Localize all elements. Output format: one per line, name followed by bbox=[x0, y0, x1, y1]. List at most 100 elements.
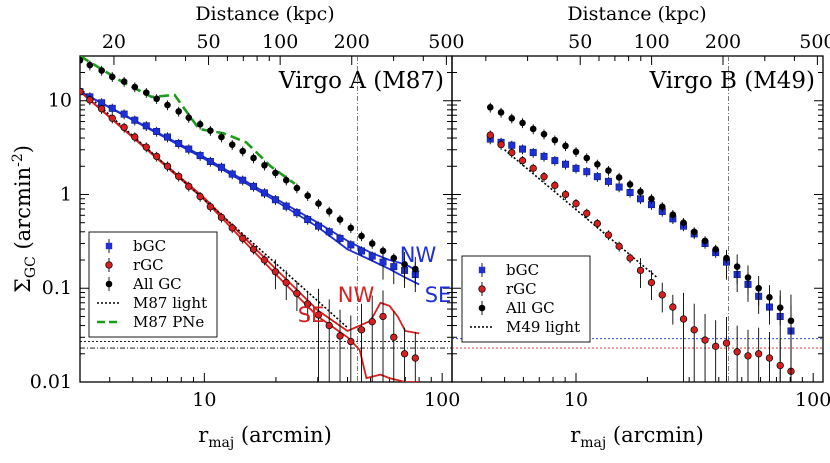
data-point bbox=[594, 160, 601, 168]
data-point bbox=[314, 311, 323, 319]
data-point bbox=[250, 182, 258, 190]
top-tick-label: 500 bbox=[799, 31, 830, 53]
x-axis-label-left: rmaj (arcmin) bbox=[198, 423, 332, 451]
top-axis-label-right: Distance (kpc) bbox=[567, 3, 706, 25]
data-point bbox=[626, 189, 634, 197]
data-point bbox=[529, 125, 537, 133]
data-point bbox=[163, 162, 172, 170]
data-point bbox=[379, 247, 387, 255]
data-point bbox=[217, 163, 225, 171]
data-point bbox=[540, 172, 548, 181]
data-point bbox=[304, 216, 312, 224]
data-point bbox=[164, 101, 171, 109]
data-point bbox=[98, 67, 105, 74]
data-point bbox=[80, 87, 84, 96]
data-point bbox=[80, 56, 84, 64]
annotation-se: SE bbox=[298, 303, 325, 327]
data-point bbox=[368, 252, 376, 260]
data-point bbox=[142, 122, 150, 130]
data-point bbox=[347, 224, 355, 232]
data-point bbox=[486, 131, 494, 139]
data-point bbox=[390, 263, 398, 271]
y-label-sub: GC bbox=[23, 256, 39, 278]
data-point bbox=[400, 350, 409, 358]
data-point bbox=[669, 303, 677, 311]
data-point bbox=[196, 152, 204, 160]
legend-marker bbox=[478, 266, 486, 274]
top-axis-label-left: Distance (kpc) bbox=[195, 3, 334, 25]
panel-title: Virgo A (M87) bbox=[278, 68, 444, 94]
y-label-close: ) bbox=[11, 145, 35, 153]
data-point bbox=[336, 216, 344, 223]
data-point bbox=[658, 203, 666, 211]
data-point bbox=[679, 315, 688, 323]
data-point bbox=[175, 172, 183, 181]
data-point bbox=[260, 256, 269, 264]
data-point bbox=[755, 284, 762, 292]
y-label-unit: (arcmin bbox=[11, 167, 35, 256]
data-point bbox=[615, 242, 623, 250]
annotation-se: SE bbox=[425, 283, 452, 307]
data-point bbox=[368, 318, 376, 326]
data-point bbox=[701, 336, 709, 344]
data-point bbox=[551, 157, 559, 165]
data-point bbox=[142, 89, 150, 96]
y-axis-label: ΣGC (arcmin-2) bbox=[10, 145, 39, 293]
data-point bbox=[593, 173, 601, 181]
legend-label: rGC bbox=[133, 256, 164, 274]
data-point bbox=[712, 246, 719, 253]
data-point bbox=[583, 154, 591, 162]
y-tick-label: 10 bbox=[48, 90, 72, 112]
x-label-unit: (arcmin) bbox=[234, 423, 332, 447]
data-point bbox=[196, 121, 204, 128]
data-point bbox=[615, 183, 623, 191]
annotation-nw: NW bbox=[400, 243, 437, 267]
data-point bbox=[347, 241, 355, 249]
data-point bbox=[271, 196, 279, 204]
legend-marker bbox=[105, 242, 113, 250]
legend-marker bbox=[105, 261, 113, 269]
data-point bbox=[669, 211, 677, 218]
data-point bbox=[131, 133, 139, 141]
data-point bbox=[239, 147, 247, 155]
plot-area bbox=[80, 56, 452, 382]
data-point bbox=[529, 149, 537, 157]
data-point bbox=[304, 192, 311, 200]
x-tick-label: 100 bbox=[424, 389, 460, 411]
legend-marker bbox=[478, 304, 486, 312]
legend-label: rGC bbox=[506, 280, 537, 298]
data-point bbox=[572, 199, 580, 208]
data-point bbox=[336, 332, 344, 340]
data-point bbox=[518, 156, 527, 165]
y-tick-label: 1 bbox=[60, 183, 72, 205]
legend-label: bGC bbox=[133, 237, 166, 255]
data-point bbox=[207, 127, 214, 134]
data-point bbox=[185, 114, 193, 121]
data-point bbox=[142, 143, 150, 151]
data-point bbox=[108, 104, 116, 112]
y-tick-label: 0.01 bbox=[30, 371, 72, 393]
data-point bbox=[561, 190, 570, 199]
data-point bbox=[787, 317, 795, 325]
data-point bbox=[583, 209, 591, 217]
data-point bbox=[98, 105, 106, 113]
data-point bbox=[86, 96, 94, 104]
data-point bbox=[358, 232, 365, 240]
data-point bbox=[325, 208, 333, 215]
data-point bbox=[647, 278, 656, 287]
data-point bbox=[690, 326, 698, 334]
data-point bbox=[175, 108, 182, 115]
data-point bbox=[551, 181, 559, 190]
data-point bbox=[315, 200, 322, 207]
data-point bbox=[175, 139, 183, 147]
data-point bbox=[401, 261, 408, 268]
data-point bbox=[604, 231, 613, 239]
data-point bbox=[733, 263, 741, 270]
data-point bbox=[765, 354, 774, 362]
data-point bbox=[701, 237, 709, 245]
data-point bbox=[658, 291, 666, 299]
data-point bbox=[108, 114, 116, 122]
data-point bbox=[744, 274, 752, 281]
data-point bbox=[228, 141, 236, 148]
legend-label: bGC bbox=[506, 261, 539, 279]
